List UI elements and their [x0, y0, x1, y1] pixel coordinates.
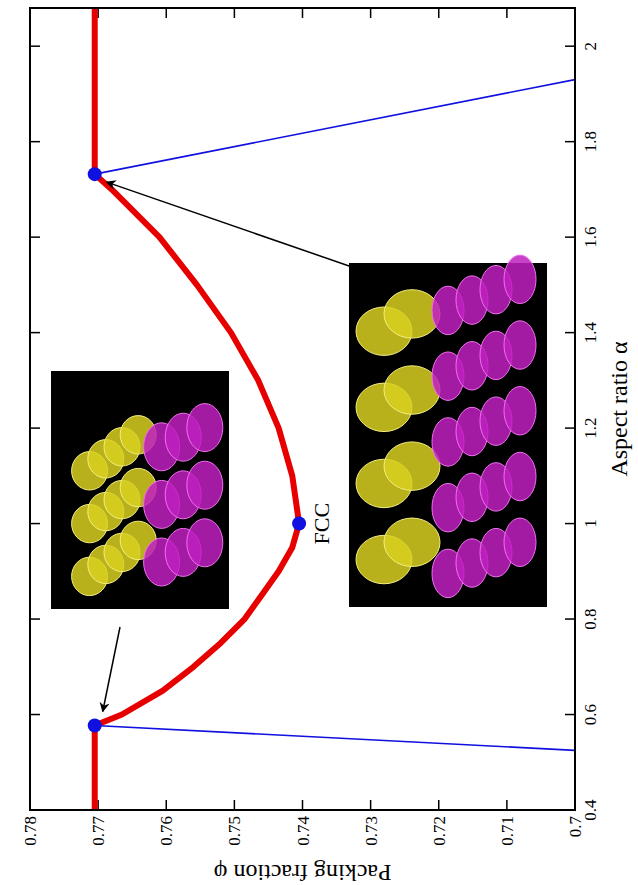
x-tick-top [30, 45, 40, 47]
x-tick [565, 523, 575, 525]
background [0, 0, 638, 885]
y-tick-right [302, 8, 304, 18]
x-tick-label: 1.2 [581, 417, 600, 438]
inset [348, 255, 548, 608]
stage: 0.40.60.811.21.41.61.820.70.710.720.730.… [0, 0, 638, 885]
chart: 0.40.60.811.21.41.61.820.70.710.720.730.… [0, 0, 638, 885]
series-point [88, 719, 102, 733]
x-tick-top [30, 332, 40, 334]
x-tick-top [30, 618, 40, 620]
x-tick-top [30, 236, 40, 238]
x-tick-top [30, 523, 40, 525]
inset-ellipsoid [187, 404, 223, 452]
y-tick [166, 800, 168, 810]
inset-ellipsoid [504, 518, 536, 566]
arrow [107, 182, 352, 267]
y-tick-label: 0.7 [566, 816, 585, 838]
y-tick-label: 0.71 [498, 816, 517, 846]
arrow [103, 627, 120, 712]
y-tick-label: 0.78 [21, 816, 40, 846]
x-axis-title: Aspect ratio α [606, 341, 632, 477]
inset-ellipsoid [504, 321, 536, 369]
inset-ellipsoid [384, 290, 440, 338]
inset-ellipsoid [187, 461, 223, 509]
inset-ellipsoid [187, 519, 223, 567]
series-line [95, 80, 575, 175]
plot-frame [30, 8, 575, 810]
x-tick [565, 332, 575, 334]
x-tick-label: 1.6 [581, 227, 600, 248]
x-tick [565, 427, 575, 429]
x-tick-label: 0.8 [581, 608, 600, 629]
y-tick [506, 800, 508, 810]
x-tick-label: 1 [581, 519, 600, 528]
x-tick-label: 2 [581, 42, 600, 51]
y-tick [438, 800, 440, 810]
inset-ellipsoid [384, 518, 440, 566]
x-tick-top [30, 141, 40, 143]
inset-ellipsoid [384, 442, 440, 490]
y-tick-right [166, 8, 168, 18]
y-tick-label: 0.72 [430, 816, 449, 846]
y-tick-right [506, 8, 508, 18]
annotation: FCC [309, 503, 334, 545]
y-tick-label: 0.74 [294, 816, 313, 846]
y-tick-label: 0.77 [89, 816, 108, 846]
x-tick [565, 45, 575, 47]
inset [50, 370, 230, 610]
x-tick-top [30, 714, 40, 716]
y-tick-right [370, 8, 372, 18]
y-tick-right [438, 8, 440, 18]
inset-frame [348, 262, 548, 608]
inset-ellipsoid [504, 387, 536, 435]
x-tick [565, 141, 575, 143]
y-tick [234, 800, 236, 810]
inset-ellipsoid [504, 452, 536, 500]
y-axis-title: Packing fraction φ [214, 860, 392, 885]
y-tick [370, 800, 372, 810]
y-tick-label: 0.75 [225, 816, 244, 846]
x-tick-label: 0.6 [581, 704, 600, 725]
series-line [95, 726, 575, 751]
y-tick-right [234, 8, 236, 18]
series-point [292, 517, 306, 531]
x-tick-label: 1.8 [581, 131, 600, 152]
inset-frame [50, 370, 230, 610]
x-tick [565, 714, 575, 716]
y-tick [302, 800, 304, 810]
x-tick-label: 1.4 [581, 321, 600, 343]
y-tick-label: 0.73 [362, 816, 381, 846]
inset-ellipsoid [504, 255, 536, 303]
x-tick [565, 618, 575, 620]
inset-ellipsoid [384, 366, 440, 414]
x-tick-top [30, 427, 40, 429]
y-tick-label: 0.76 [157, 816, 176, 846]
x-tick [565, 236, 575, 238]
series-point [88, 167, 102, 181]
